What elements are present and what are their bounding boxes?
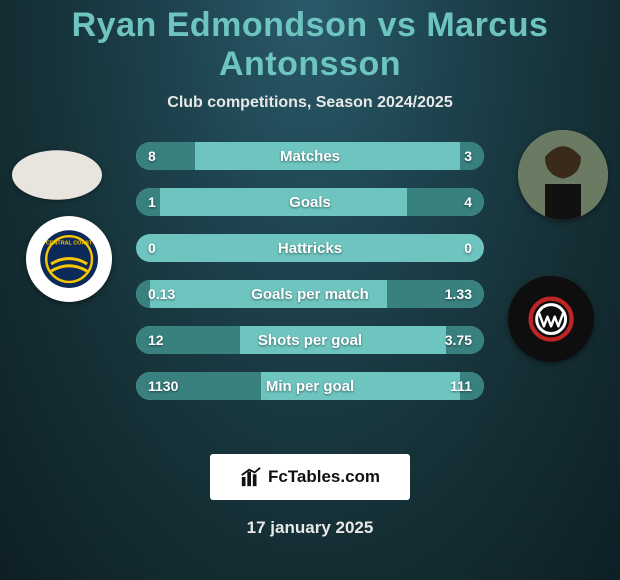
player-right-column (500, 130, 620, 430)
stats-bars: 83Matches 14Goals 00Hattricks 0.131.33Goals… (136, 142, 484, 400)
stat-label: Hattricks (136, 240, 484, 257)
date-label: 17 january 2025 (0, 518, 620, 538)
stat-row: 123.75Shots per goal (136, 326, 484, 354)
stat-row: 00Hattricks (136, 234, 484, 262)
brand-badge: FcTables.com (210, 454, 410, 500)
mariners-badge-icon: CENTRAL COAST (39, 229, 99, 289)
stat-label: Matches (136, 148, 484, 165)
stat-label: Goals (136, 194, 484, 211)
wanderers-badge-icon (521, 289, 581, 349)
stat-row: 14Goals (136, 188, 484, 216)
stat-label: Goals per match (136, 286, 484, 303)
stat-label: Shots per goal (136, 332, 484, 349)
player-silhouette-icon (518, 130, 608, 220)
comparison-panel: CENTRAL COAST (0, 130, 620, 430)
player-right-club-badge (508, 276, 594, 362)
player-left-club-badge: CENTRAL COAST (26, 216, 112, 302)
player-right-avatar (518, 130, 608, 220)
player-left-avatar (12, 150, 102, 200)
page-title: Ryan Edmondson vs Marcus Antonsson (0, 0, 620, 84)
stat-row: 1130111Min per goal (136, 372, 484, 400)
player-left-column: CENTRAL COAST (0, 130, 120, 430)
subtitle: Club competitions, Season 2024/2025 (0, 94, 620, 112)
brand-text: FcTables.com (268, 467, 380, 487)
fctables-logo-icon (240, 466, 262, 488)
stat-label: Min per goal (136, 378, 484, 395)
stat-row: 0.131.33Goals per match (136, 280, 484, 308)
svg-text:CENTRAL COAST: CENTRAL COAST (46, 241, 93, 247)
stat-row: 83Matches (136, 142, 484, 170)
